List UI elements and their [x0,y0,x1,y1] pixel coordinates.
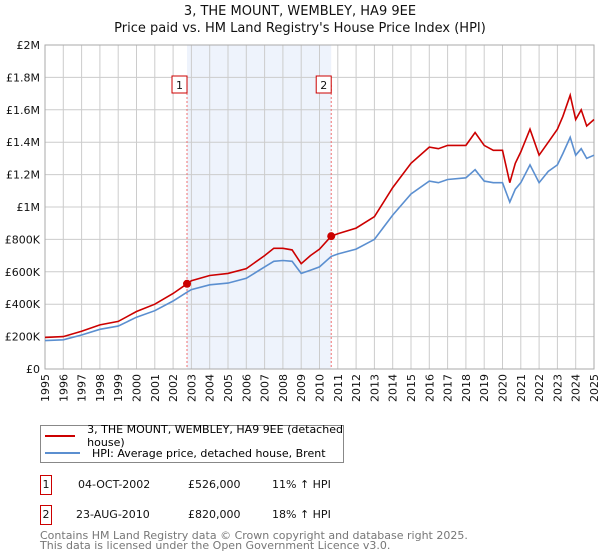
x-tick-label: 1996 [57,374,70,402]
x-tick-label: 2009 [295,374,308,402]
footer: Contains HM Land Registry data © Crown c… [40,529,468,552]
sale-point [183,279,192,288]
footer-line: This data is licensed under the Open Gov… [40,539,391,552]
x-tick-label: 2012 [350,374,363,402]
transaction-date: 23-AUG-2010 [76,508,150,521]
sale-point [327,232,336,241]
x-tick-label: 1998 [94,374,107,402]
x-tick-label: 2016 [423,374,436,402]
x-tick-label: 2023 [551,374,564,402]
legend: 3, THE MOUNT, WEMBLEY, HA9 9EE (detached… [40,423,344,463]
x-tick-label: 2025 [588,374,600,402]
transaction-hpi: 11% ↑ HPI [272,478,331,491]
x-tick-label: 2004 [204,374,217,402]
x-tick-label: 2007 [259,374,272,402]
y-tick-label: £1.6M [6,104,40,117]
y-tick-label: £2M [17,39,41,52]
y-tick-label: £200K [5,331,41,344]
legend-line-blue [45,452,80,454]
transaction-price: £526,000 [188,478,241,491]
footer-line: Contains HM Land Registry data © Crown c… [40,529,468,542]
x-tick-label: 2020 [497,374,510,402]
x-tick-label: 2022 [533,374,546,402]
y-tick-label: £0 [26,363,40,376]
x-tick-label: 2014 [387,374,400,402]
transaction-date: 04-OCT-2002 [78,478,151,491]
legend-line-red [45,435,76,437]
x-tick-label: 1995 [39,374,52,402]
y-tick-label: £400K [5,298,41,311]
sale-badge-label: 1 [176,79,183,92]
x-tick-label: 2013 [368,374,381,402]
x-tick-label: 2024 [570,374,583,402]
y-tick-label: £1.8M [6,71,40,84]
x-tick-label: 2015 [405,374,418,402]
sale-badge-label: 2 [320,79,327,92]
legend-label: 3, THE MOUNT, WEMBLEY, HA9 9EE (detached… [87,423,343,449]
x-tick-label: 2010 [314,374,327,402]
sale-badge-box [315,75,332,94]
x-tick-label: 2017 [442,374,455,402]
legend-item-property: 3, THE MOUNT, WEMBLEY, HA9 9EE (detached… [41,423,343,449]
marker-badge: 2 [40,505,52,525]
x-tick-label: 2002 [167,374,180,402]
sale-badge-box [171,75,188,94]
x-tick-label: 2001 [149,374,162,402]
y-tick-label: £1M [17,201,41,214]
series-line-property [44,92,595,339]
price-chart: £0 £200K £400K £600K £800K £1M £1.2M £1.4M £1.6M… [5,39,600,402]
chart-subtitle: Price paid vs. HM Land Registry's House … [114,21,486,36]
marker-badge: 1 [40,475,52,495]
x-tick-label: 2008 [277,374,290,402]
x-tick-label: 1999 [112,374,125,402]
y-tick-label: £600K [5,266,41,279]
x-tick-label: 2018 [460,374,473,402]
plot-border [44,44,595,370]
y-tick-label: £800K [5,233,41,246]
legend-label: HPI: Average price, detached house, Bren… [92,446,326,460]
y-tick-label: £1.4M [6,136,40,149]
x-tick-label: 1997 [76,374,89,402]
x-tick-label: 2021 [515,374,528,402]
series-line-hpi [44,135,595,342]
x-tick-label: 2003 [185,374,198,402]
y-tick-label: £1.2M [6,169,40,182]
x-tick-label: 2006 [240,374,253,402]
legend-item-hpi: HPI: Average price, detached house, Bren… [41,445,326,461]
transaction-hpi: 18% ↑ HPI [272,508,331,521]
x-tick-label: 2019 [478,374,491,402]
x-tick-label: 2011 [332,374,345,402]
chart-title: 3, THE MOUNT, WEMBLEY, HA9 9EE [183,4,417,19]
x-tick-label: 2005 [222,374,235,402]
x-tick-label: 2000 [131,374,144,402]
transaction-price: £820,000 [188,508,241,521]
